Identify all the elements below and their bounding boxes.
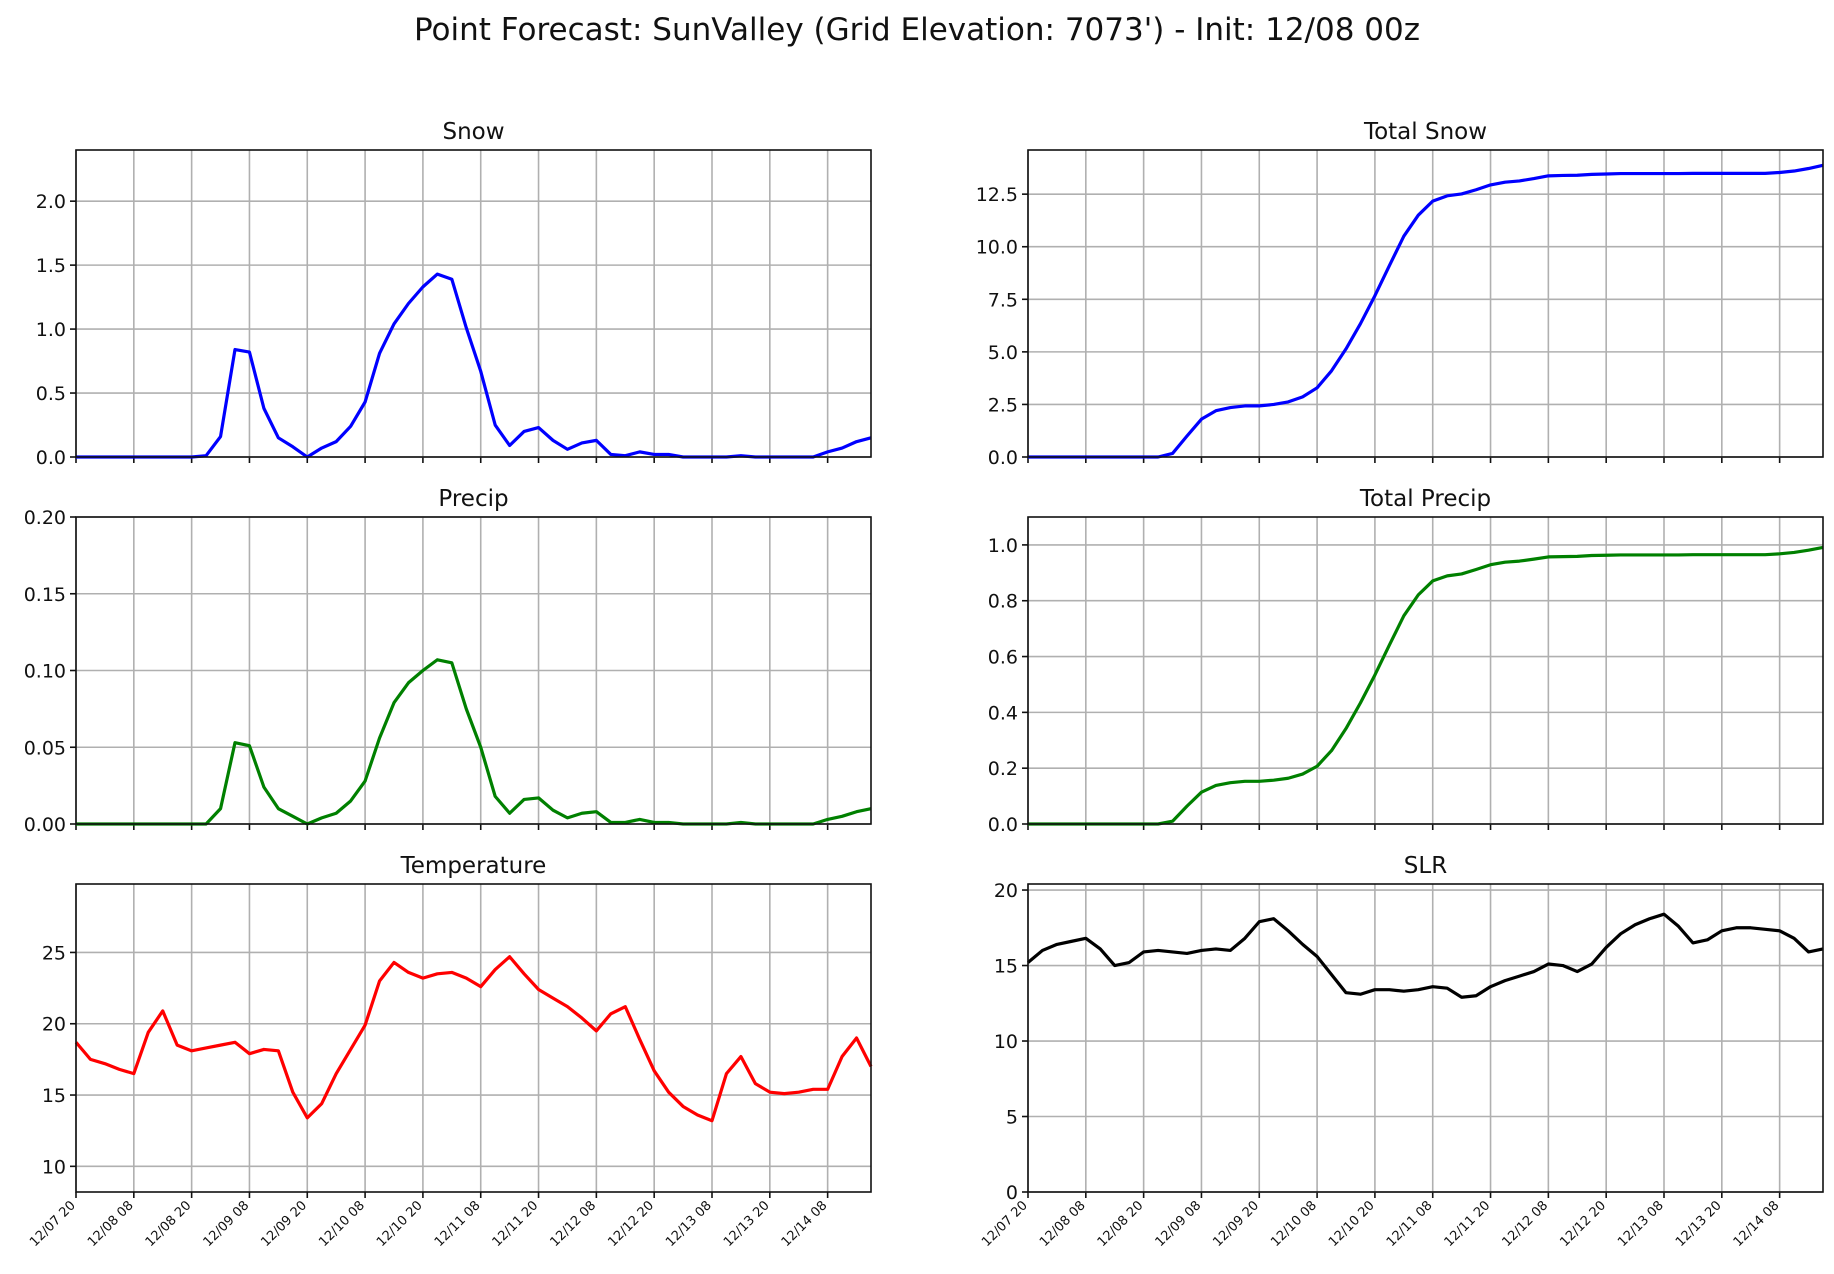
y-tick-label: 0.05 — [24, 737, 66, 759]
panel-title: Temperature — [400, 853, 547, 879]
x-tick-label: 12/09 20 — [258, 1198, 310, 1250]
x-tick-label: 12/09 20 — [1210, 1198, 1262, 1250]
y-tick-label: 1.0 — [36, 319, 66, 341]
axes-frame — [1027, 883, 1824, 1193]
x-tick-label: 12/07 20 — [27, 1198, 79, 1250]
chart-total-precip: 0.0 0.2 0.4 0.6 0.8 1.0 Total Precip — [988, 486, 1824, 836]
series-line-slr — [1026, 912, 1824, 999]
series-line-temperature — [74, 955, 873, 1123]
panel-title: Snow — [442, 119, 504, 145]
x-tick-label: 12/10 08 — [316, 1198, 368, 1250]
x-tick-label: 12/14 08 — [779, 1198, 831, 1250]
x-tick-label: 12/13 20 — [1673, 1198, 1725, 1250]
x-tick-label: 12/09 08 — [1153, 1198, 1205, 1250]
y-tick-label: 0.0 — [988, 814, 1018, 836]
chart-snow: 0.0 0.5 1.0 1.5 2.0 Snow — [36, 119, 872, 469]
y-tick-label: 10 — [994, 1031, 1018, 1053]
y-tick-label: 15 — [42, 1085, 66, 1107]
y-tick-label: 0.00 — [24, 814, 66, 836]
y-tick-label: 0.0 — [988, 447, 1018, 469]
x-tick-label: 12/10 20 — [1326, 1198, 1378, 1250]
axes-frame — [1027, 516, 1824, 825]
y-tick-label: 0.0 — [36, 447, 66, 469]
panel-title: Total Snow — [1363, 119, 1487, 145]
figure-title: Point Forecast: SunValley (Grid Elevatio… — [414, 12, 1420, 48]
y-tick-label: 0.6 — [988, 647, 1018, 669]
x-tick-label: 12/13 08 — [1615, 1198, 1667, 1250]
x-tick-label: 12/13 08 — [663, 1198, 715, 1250]
x-tick-label: 12/11 20 — [1442, 1198, 1494, 1250]
series-line-precip — [76, 658, 872, 826]
x-tick-label: 12/07 20 — [979, 1198, 1031, 1250]
y-tick-label: 0.2 — [988, 758, 1018, 780]
y-tick-label: 0.5 — [36, 383, 66, 405]
chart-total-snow: 0.0 2.5 5.0 7.5 10.0 12.5 Total Snow — [976, 119, 1824, 469]
y-tick-label: 2.0 — [36, 191, 66, 213]
y-tick-label: 1.5 — [36, 255, 66, 277]
y-tick-label: 5 — [1006, 1107, 1018, 1129]
chart-slr: 12/07 20 12/08 08 12/08 20 12/09 08 12/09 20… — [979, 853, 1824, 1250]
y-tick-label: 0 — [1006, 1182, 1018, 1204]
panels: 0.0 0.5 1.0 1.5 2.0 Snow 0.0 2.5 5.0 7.5 10.0 12.5 T… — [24, 119, 1824, 1250]
y-tick-label: 1.0 — [988, 535, 1018, 557]
x-tick-label: 12/14 08 — [1731, 1198, 1783, 1250]
y-tick-label: 12.5 — [976, 184, 1018, 206]
x-tick-label: 12/12 20 — [605, 1198, 657, 1250]
y-tick-label: 20 — [994, 880, 1018, 902]
x-tick-label: 12/10 20 — [374, 1198, 426, 1250]
panel-title: Total Precip — [1359, 486, 1491, 512]
x-tick-label: 12/08 20 — [143, 1198, 195, 1250]
panel-title: Precip — [438, 486, 508, 512]
series-line-total-precip — [1028, 545, 1824, 826]
x-tick-label: 12/10 08 — [1268, 1198, 1320, 1250]
y-tick-label: 7.5 — [988, 289, 1018, 311]
y-tick-label: 2.5 — [988, 394, 1018, 416]
panel-title: SLR — [1404, 853, 1447, 879]
y-tick-label: 5.0 — [988, 342, 1018, 364]
y-tick-label: 0.10 — [24, 661, 66, 683]
x-tick-label: 12/12 08 — [547, 1198, 599, 1250]
y-tick-label: 10 — [42, 1156, 66, 1178]
y-tick-label: 0.4 — [988, 702, 1018, 724]
axes-frame — [75, 883, 872, 1193]
x-tick-label: 12/09 08 — [201, 1198, 253, 1250]
y-tick-label: 0.20 — [24, 507, 66, 529]
x-tick-label: 12/11 08 — [432, 1198, 484, 1250]
y-tick-label: 0.15 — [24, 584, 66, 606]
series-line-total-snow — [1028, 163, 1824, 459]
y-tick-label: 0.8 — [988, 591, 1018, 613]
series-line-snow — [76, 272, 872, 459]
axes-frame — [75, 149, 872, 458]
x-tick-label: 12/08 20 — [1095, 1198, 1147, 1250]
y-tick-label: 15 — [994, 956, 1018, 978]
x-tick-label: 12/08 08 — [1037, 1198, 1089, 1250]
y-tick-label: 20 — [42, 1014, 66, 1036]
y-tick-label: 10.0 — [976, 237, 1018, 259]
y-tick-label: 25 — [42, 942, 66, 964]
x-tick-label: 12/12 08 — [1499, 1198, 1551, 1250]
x-tick-label: 12/11 08 — [1384, 1198, 1436, 1250]
chart-precip: 0.00 0.05 0.10 0.15 0.20 Precip — [24, 486, 872, 836]
x-tick-label: 12/12 20 — [1557, 1198, 1609, 1250]
x-tick-label: 12/11 20 — [490, 1198, 542, 1250]
axes-frame — [75, 516, 872, 825]
x-tick-label: 12/13 20 — [721, 1198, 773, 1250]
axes-frame — [1027, 149, 1824, 458]
chart-temperature: 12/07 20 12/08 08 12/08 20 12/09 08 12/09 20… — [27, 853, 873, 1250]
x-tick-label: 12/08 08 — [85, 1198, 137, 1250]
